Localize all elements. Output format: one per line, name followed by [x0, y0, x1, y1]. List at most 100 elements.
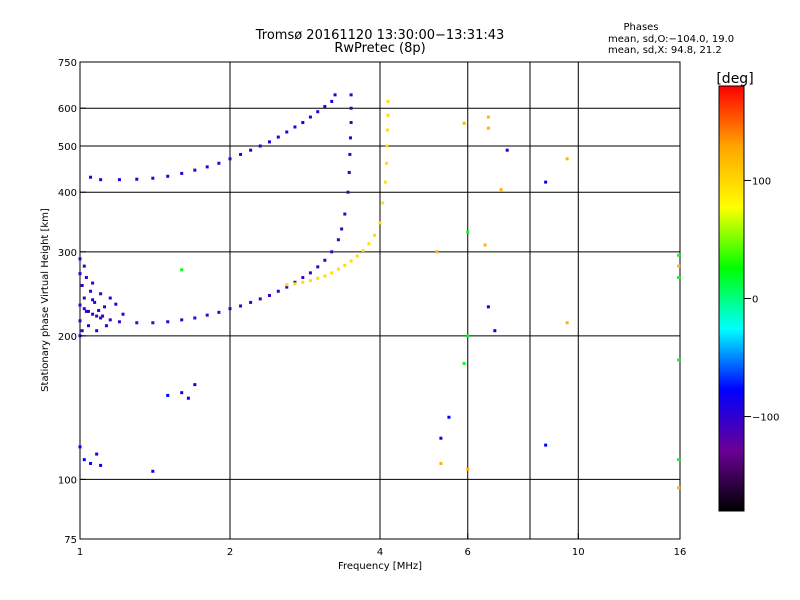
data-point	[677, 458, 681, 462]
data-point	[462, 361, 466, 365]
data-point	[99, 463, 103, 467]
data-point	[108, 318, 112, 322]
x-tick-label: 1	[77, 547, 83, 558]
data-point	[84, 309, 88, 313]
series-group	[78, 148, 548, 473]
data-point	[447, 415, 451, 419]
data-point	[82, 296, 86, 300]
colorbar-tick-label: −100	[752, 413, 779, 424]
stats-heading: Phases	[623, 22, 658, 33]
data-point	[348, 136, 352, 140]
series-group	[89, 93, 337, 182]
x-axis-label: Frequency [MHz]	[338, 561, 422, 572]
data-point	[258, 144, 262, 148]
chart-title: Tromsø 20161120 13:30:00−13:31:43	[255, 28, 505, 43]
data-point	[293, 280, 297, 284]
colorbar: [deg] 100 0 −100	[716, 71, 779, 512]
data-point	[151, 176, 155, 180]
data-point	[78, 319, 82, 323]
data-point	[308, 279, 312, 283]
data-point	[95, 314, 99, 318]
data-point	[544, 443, 548, 447]
data-point	[385, 144, 389, 148]
data-point	[82, 264, 86, 268]
data-point	[249, 300, 253, 304]
data-point	[466, 467, 470, 471]
data-point	[349, 106, 353, 110]
data-point	[84, 276, 88, 280]
data-point	[677, 253, 681, 257]
data-point	[565, 321, 569, 325]
y-axis-label: Stationary phase Virtual Height [km]	[40, 208, 51, 392]
data-point	[95, 452, 99, 456]
data-point	[677, 486, 681, 490]
x-tick-label: 6	[465, 547, 471, 558]
data-point	[361, 248, 365, 252]
data-point	[97, 308, 101, 312]
data-point	[80, 329, 84, 333]
data-point	[117, 178, 121, 182]
data-point	[193, 383, 197, 387]
data-point	[367, 242, 371, 246]
data-point	[343, 212, 347, 216]
data-point	[330, 99, 334, 103]
data-point	[505, 148, 509, 152]
data-point	[386, 99, 390, 103]
data-point	[228, 157, 232, 161]
data-point	[239, 304, 243, 308]
x-tick-label: 10	[572, 547, 585, 558]
data-point	[99, 292, 103, 296]
data-point	[193, 316, 197, 320]
data-point	[316, 276, 320, 280]
data-point	[151, 321, 155, 325]
colorbar-gradient	[719, 86, 744, 511]
x-tick-label: 16	[674, 547, 687, 558]
data-point	[135, 321, 139, 325]
data-point	[217, 310, 221, 314]
data-point	[486, 305, 490, 309]
data-point	[308, 271, 312, 275]
data-point	[180, 391, 184, 395]
data-point	[82, 307, 86, 311]
data-point	[285, 285, 289, 289]
data-point	[78, 257, 82, 261]
data-point	[330, 250, 334, 254]
y-tick-label: 600	[58, 104, 77, 115]
data-point	[336, 238, 340, 242]
x-axis-ticks: 1 2 4 6 10 16	[77, 533, 687, 558]
data-point	[180, 318, 184, 322]
data-point	[565, 157, 569, 161]
data-point	[239, 152, 243, 156]
data-point	[285, 130, 289, 134]
data-point	[383, 180, 387, 184]
data-point	[95, 329, 99, 333]
data-point	[99, 178, 103, 182]
stats-x-mode: mean, sd,X: 94.8, 21.2	[608, 45, 722, 56]
series-group	[78, 257, 125, 338]
data-point	[267, 293, 271, 297]
data-point	[346, 190, 350, 194]
data-point	[439, 436, 443, 440]
data-point	[166, 174, 170, 178]
plot-area: 1 2 4 6 10 16 75 100 200 300 400 500 600 750	[58, 58, 686, 558]
data-point	[258, 297, 262, 301]
data-point	[349, 259, 353, 263]
data-point	[121, 312, 125, 316]
data-point	[228, 307, 232, 311]
data-point	[78, 303, 82, 307]
data-point	[493, 329, 497, 333]
data-point	[386, 113, 390, 117]
data-point	[89, 461, 93, 465]
data-point	[193, 168, 197, 172]
data-point	[301, 121, 305, 125]
colorbar-ticks: 100 0 −100	[744, 176, 779, 424]
series-group	[435, 115, 681, 490]
data-point	[267, 140, 271, 144]
data-point	[316, 265, 320, 269]
data-point	[78, 445, 82, 449]
y-tick-label: 500	[58, 142, 77, 153]
data-point	[544, 180, 548, 184]
data-point	[301, 280, 305, 284]
data-point	[378, 221, 382, 225]
